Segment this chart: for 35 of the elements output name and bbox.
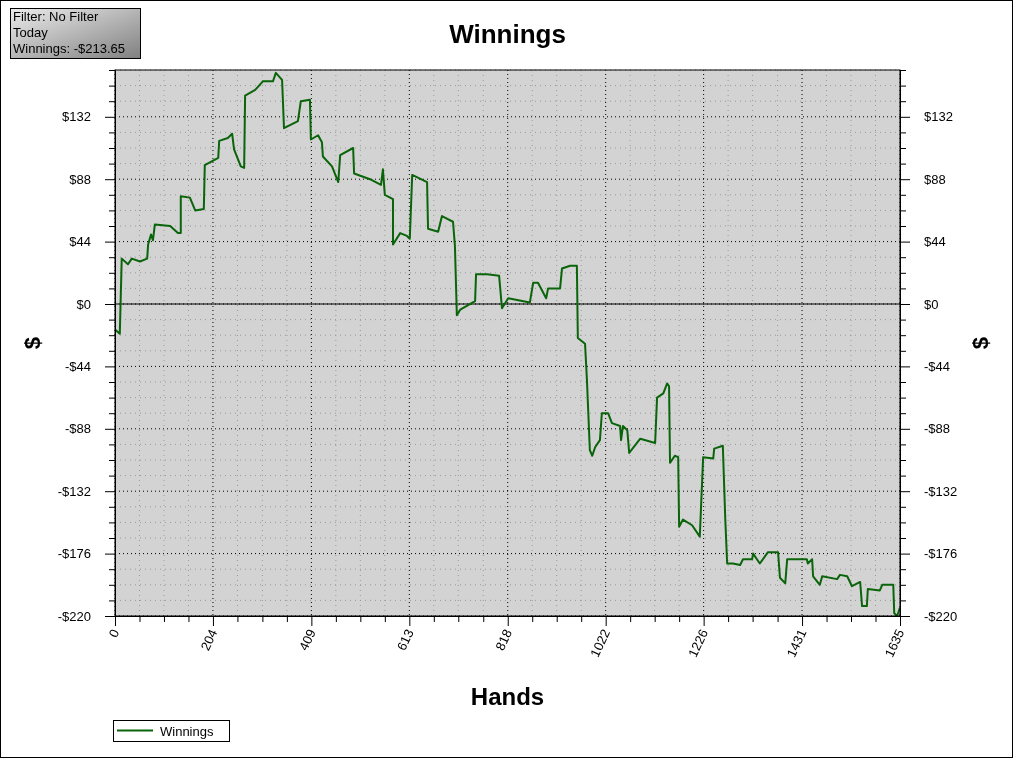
y-tick-label: -$220 xyxy=(57,608,91,624)
text: Winnings: -$213.65 xyxy=(13,41,126,56)
y-axis-title: $ xyxy=(20,336,45,350)
x-tick-label: 1635 xyxy=(881,626,908,660)
x-axis-title: Hands xyxy=(470,683,545,710)
x-tick-label: 1226 xyxy=(685,626,711,660)
y2-tick-label: $0 xyxy=(924,296,939,312)
y2-tick-label: $88 xyxy=(924,171,946,187)
y2-tick-label: $44 xyxy=(924,234,946,250)
chart-title: Winnings xyxy=(449,19,566,49)
y2-axis-title: $ xyxy=(968,336,993,350)
x-tick-label: 204 xyxy=(197,626,221,653)
y-tick-label: $132 xyxy=(62,109,91,125)
y-tick-label: $0 xyxy=(76,296,91,312)
y2-tick-label: -$220 xyxy=(924,608,958,624)
x-tick-label: 1431 xyxy=(783,626,810,660)
text: Filter: No Filter xyxy=(13,9,99,24)
x-tick-label: 1022 xyxy=(587,626,614,660)
y2-tick-label: $132 xyxy=(924,109,953,125)
y-tick-label: -$176 xyxy=(57,546,91,562)
y2-tick-label: -$44 xyxy=(924,359,951,375)
y-tick-label: -$44 xyxy=(64,359,91,375)
x-tick-label: 0 xyxy=(105,626,123,640)
y-tick-label: -$88 xyxy=(64,421,91,437)
x-tick-label: 818 xyxy=(492,626,516,653)
y2-tick-label: -$88 xyxy=(924,421,951,437)
text: Today xyxy=(13,25,49,40)
y2-tick-label: -$176 xyxy=(924,546,958,562)
x-tick-label: 409 xyxy=(295,626,319,653)
x-tick-label: 613 xyxy=(393,626,417,653)
y2-tick-label: -$132 xyxy=(924,483,958,499)
y-tick-label: $88 xyxy=(69,171,91,187)
y-tick-label: -$132 xyxy=(57,483,91,499)
legend-label: Winnings xyxy=(160,723,214,739)
y-tick-label: $44 xyxy=(69,234,91,250)
